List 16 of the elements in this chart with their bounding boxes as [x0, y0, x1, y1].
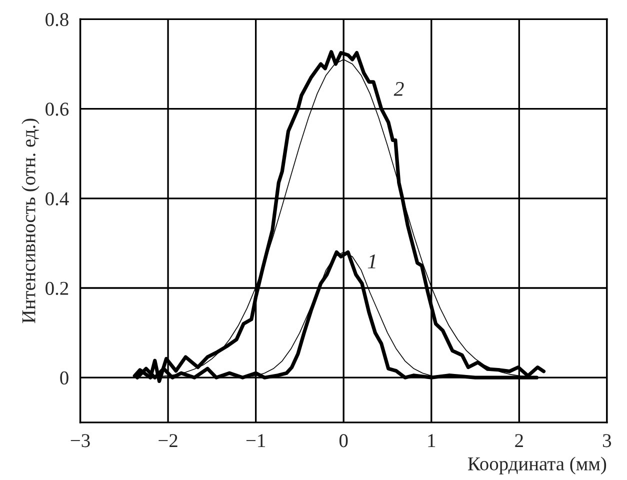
y-tick-label: 0.2 — [46, 282, 68, 296]
y-tick-label: 0.8 — [46, 13, 68, 26]
y-axis-title: Интенсивность (отн. ед.) — [22, 118, 40, 324]
x-axis-title: Координата (мм) — [468, 456, 606, 474]
x-tick-label: 3 — [603, 434, 612, 448]
y-tick-label: 0.4 — [46, 192, 69, 206]
y-tick-label: 0 — [60, 371, 68, 385]
series-label: 2 — [394, 82, 404, 96]
series-label: 1 — [368, 254, 376, 268]
x-tick-label: −2 — [158, 434, 178, 448]
y-tick-label: 0.6 — [46, 102, 69, 116]
x-tick-label: 1 — [428, 434, 436, 448]
x-tick-label: −1 — [246, 434, 265, 448]
x-tick-label: 0 — [339, 434, 348, 448]
x-tick-label: −3 — [70, 434, 90, 448]
x-tick-label: 2 — [515, 434, 523, 448]
